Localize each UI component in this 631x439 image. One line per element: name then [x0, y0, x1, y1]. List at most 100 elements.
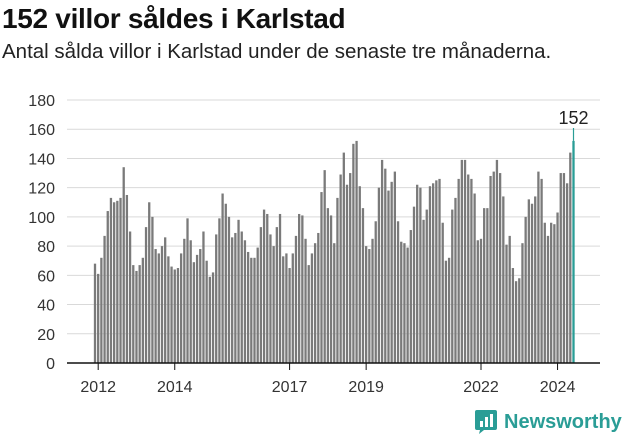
bar: [199, 249, 202, 363]
bar: [179, 253, 183, 363]
bar: [221, 193, 224, 363]
bar: [565, 183, 569, 363]
bar: [176, 268, 180, 363]
bar: [409, 230, 412, 363]
bar: [119, 197, 122, 363]
bar: [387, 190, 390, 363]
bar: [278, 213, 282, 363]
bar: [167, 256, 170, 363]
bar: [304, 238, 307, 363]
bar: [342, 152, 345, 363]
bar: [521, 243, 524, 363]
bar: [262, 209, 266, 363]
bar: [112, 202, 116, 363]
bar: [428, 186, 432, 363]
bar: [441, 222, 444, 363]
bar: [483, 208, 486, 363]
bar: [425, 209, 428, 363]
bar: [467, 174, 470, 363]
bar: [208, 276, 211, 363]
x-tick-label: 2012: [80, 379, 116, 396]
bar: [164, 237, 167, 363]
bar: [371, 238, 374, 363]
bar: [195, 254, 199, 363]
y-tick-label: 80: [37, 239, 55, 256]
highlight-value-label: 152: [558, 108, 588, 128]
bar: [489, 175, 492, 363]
bar: [403, 243, 406, 363]
brand: Newsworthy: [474, 407, 622, 437]
bar: [240, 231, 243, 363]
bar: [148, 202, 151, 363]
bar: [377, 187, 381, 363]
bar: [349, 173, 352, 363]
bar: [253, 257, 256, 363]
bar: [361, 208, 365, 363]
bar: [345, 184, 349, 363]
bar: [476, 240, 479, 363]
y-tick-label: 60: [37, 268, 55, 285]
y-tick-label: 120: [28, 181, 55, 198]
bar: [93, 263, 97, 363]
brand-name: Newsworthy: [504, 410, 622, 433]
bar: [527, 199, 530, 363]
bar: [451, 209, 454, 363]
bar: [406, 247, 409, 363]
bar: [393, 171, 397, 363]
y-tick-label: 180: [28, 93, 55, 110]
y-tick-label: 20: [37, 327, 55, 344]
bar: [444, 260, 448, 363]
bar: [128, 231, 132, 363]
bar: [250, 257, 253, 363]
bar: [435, 180, 438, 363]
bar: [186, 218, 189, 363]
bar: [109, 197, 113, 363]
x-tick-label: 2022: [463, 379, 499, 396]
bar: [543, 222, 546, 363]
bar: [419, 187, 422, 363]
bar: [368, 249, 371, 363]
bar: [396, 221, 400, 363]
bar: [285, 253, 288, 363]
bar: [125, 194, 129, 363]
bar: [498, 173, 502, 363]
x-tick-label: 2019: [348, 379, 384, 396]
bar: [227, 216, 231, 363]
bar: [116, 200, 119, 363]
bar: [524, 216, 527, 363]
bar: [355, 140, 358, 363]
bar: [103, 235, 106, 363]
bar: [288, 268, 291, 363]
bar: [400, 241, 403, 363]
bar: [243, 240, 247, 363]
bar: [447, 257, 451, 363]
chart-subtitle: Antal sålda villor i Karlstad under de s…: [2, 40, 552, 63]
bar: [301, 215, 304, 363]
newsworthy-logo-icon: [475, 410, 497, 434]
bar: [269, 234, 272, 363]
bar: [154, 249, 157, 363]
bar: [416, 184, 419, 363]
bar: [106, 211, 109, 363]
bar: [365, 246, 368, 363]
bar: [518, 278, 521, 363]
bar: [170, 266, 173, 363]
bar: [540, 178, 543, 363]
bar: [135, 270, 138, 363]
bar: [473, 193, 476, 363]
bar: [313, 243, 317, 363]
bar: [234, 232, 237, 363]
bar: [495, 159, 499, 363]
x-tick-label: 2017: [272, 379, 308, 396]
x-tick-label: 2014: [157, 379, 193, 396]
bar: [502, 196, 505, 363]
bar: [550, 222, 553, 363]
bar: [100, 257, 103, 363]
bar: [546, 235, 550, 363]
bar: [336, 197, 339, 363]
bar: [132, 265, 135, 363]
bar: [211, 272, 215, 363]
bar: [479, 238, 483, 363]
bar: [562, 173, 566, 363]
bar: [556, 212, 559, 363]
